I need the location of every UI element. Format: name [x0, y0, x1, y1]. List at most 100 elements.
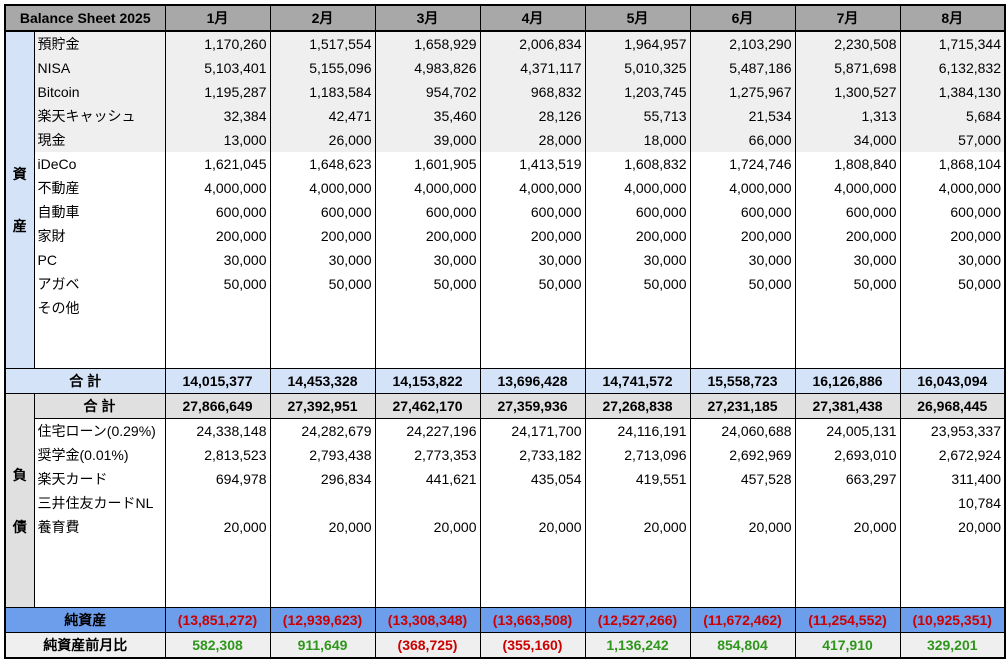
value-cell[interactable] — [899, 296, 1006, 320]
value-cell[interactable] — [689, 320, 796, 369]
value-cell[interactable]: 30,000 — [479, 248, 586, 272]
value-cell[interactable] — [269, 296, 376, 320]
value-cell[interactable]: 20,000 — [899, 515, 1006, 539]
value-cell[interactable]: 50,000 — [164, 272, 271, 296]
value-cell[interactable]: 28,000 — [479, 128, 586, 152]
value-cell[interactable]: 24,060,688 — [689, 418, 796, 443]
value-cell[interactable]: 4,000,000 — [689, 176, 796, 200]
value-cell[interactable]: 1,868,104 — [899, 152, 1006, 176]
value-cell[interactable]: 1,608,832 — [584, 152, 691, 176]
value-cell[interactable]: 5,684 — [899, 104, 1006, 128]
value-cell[interactable]: 694,978 — [164, 467, 271, 491]
value-cell[interactable]: 1,621,045 — [164, 152, 271, 176]
value-cell[interactable]: 24,282,679 — [269, 418, 376, 443]
value-cell[interactable]: 2,103,290 — [689, 31, 796, 56]
value-cell[interactable] — [164, 320, 271, 369]
month-header[interactable]: 4月 — [479, 5, 586, 32]
value-cell[interactable]: 24,171,700 — [479, 418, 586, 443]
value-cell[interactable]: 1,313 — [794, 104, 901, 128]
value-cell[interactable] — [794, 491, 901, 515]
value-cell[interactable]: 296,834 — [269, 467, 376, 491]
value-cell[interactable]: 50,000 — [479, 272, 586, 296]
value-cell[interactable]: 600,000 — [164, 200, 271, 224]
value-cell[interactable]: 1,195,287 — [164, 80, 271, 104]
value-cell[interactable]: 4,371,117 — [479, 56, 586, 80]
value-cell[interactable]: 2,692,969 — [689, 443, 796, 467]
value-cell[interactable]: 200,000 — [374, 224, 481, 248]
value-cell[interactable]: 4,000,000 — [164, 176, 271, 200]
value-cell[interactable]: 1,964,957 — [584, 31, 691, 56]
value-cell[interactable]: 20,000 — [479, 515, 586, 539]
value-cell[interactable] — [164, 491, 271, 515]
value-cell[interactable]: 24,116,191 — [584, 418, 691, 443]
value-cell[interactable]: 10,784 — [899, 491, 1006, 515]
value-cell[interactable]: 435,054 — [479, 467, 586, 491]
value-cell[interactable]: 6,132,832 — [899, 56, 1006, 80]
value-cell[interactable]: 1,724,746 — [689, 152, 796, 176]
value-cell[interactable]: 42,471 — [269, 104, 376, 128]
value-cell[interactable] — [689, 539, 796, 608]
value-cell[interactable]: 30,000 — [794, 248, 901, 272]
value-cell[interactable]: 4,000,000 — [479, 176, 586, 200]
value-cell[interactable] — [794, 296, 901, 320]
value-cell[interactable]: 21,534 — [689, 104, 796, 128]
value-cell[interactable]: 200,000 — [689, 224, 796, 248]
value-cell[interactable] — [269, 491, 376, 515]
value-cell[interactable]: 2,693,010 — [794, 443, 901, 467]
value-cell[interactable] — [584, 296, 691, 320]
value-cell[interactable]: 200,000 — [269, 224, 376, 248]
value-cell[interactable]: 200,000 — [584, 224, 691, 248]
month-header[interactable]: 2月 — [269, 5, 376, 32]
value-cell[interactable]: 1,601,905 — [374, 152, 481, 176]
value-cell[interactable]: 2,813,523 — [164, 443, 271, 467]
value-cell[interactable] — [584, 539, 691, 608]
value-cell[interactable]: 600,000 — [479, 200, 586, 224]
value-cell[interactable]: 30,000 — [899, 248, 1006, 272]
value-cell[interactable]: 1,648,623 — [269, 152, 376, 176]
value-cell[interactable] — [374, 296, 481, 320]
value-cell[interactable]: 663,297 — [794, 467, 901, 491]
value-cell[interactable]: 200,000 — [899, 224, 1006, 248]
value-cell[interactable]: 20,000 — [164, 515, 271, 539]
value-cell[interactable]: 600,000 — [689, 200, 796, 224]
value-cell[interactable] — [374, 320, 481, 369]
value-cell[interactable] — [164, 539, 271, 608]
value-cell[interactable]: 4,000,000 — [584, 176, 691, 200]
month-header[interactable]: 5月 — [584, 5, 691, 32]
value-cell[interactable]: 1,808,840 — [794, 152, 901, 176]
value-cell[interactable]: 26,000 — [269, 128, 376, 152]
value-cell[interactable]: 30,000 — [269, 248, 376, 272]
value-cell[interactable]: 2,006,834 — [479, 31, 586, 56]
value-cell[interactable]: 50,000 — [689, 272, 796, 296]
value-cell[interactable]: 50,000 — [794, 272, 901, 296]
value-cell[interactable]: 1,203,745 — [584, 80, 691, 104]
value-cell[interactable]: 968,832 — [479, 80, 586, 104]
value-cell[interactable]: 4,000,000 — [269, 176, 376, 200]
value-cell[interactable]: 20,000 — [794, 515, 901, 539]
value-cell[interactable] — [269, 539, 376, 608]
value-cell[interactable]: 35,460 — [374, 104, 481, 128]
value-cell[interactable]: 55,713 — [584, 104, 691, 128]
value-cell[interactable] — [164, 296, 271, 320]
value-cell[interactable]: 1,517,554 — [269, 31, 376, 56]
value-cell[interactable] — [479, 539, 586, 608]
value-cell[interactable]: 2,230,508 — [794, 31, 901, 56]
value-cell[interactable]: 24,338,148 — [164, 418, 271, 443]
value-cell[interactable]: 57,000 — [899, 128, 1006, 152]
value-cell[interactable]: 30,000 — [374, 248, 481, 272]
value-cell[interactable]: 441,621 — [374, 467, 481, 491]
value-cell[interactable]: 2,793,438 — [269, 443, 376, 467]
value-cell[interactable]: 600,000 — [584, 200, 691, 224]
value-cell[interactable]: 954,702 — [374, 80, 481, 104]
value-cell[interactable]: 4,000,000 — [794, 176, 901, 200]
value-cell[interactable] — [899, 539, 1006, 608]
value-cell[interactable]: 311,400 — [899, 467, 1006, 491]
value-cell[interactable]: 24,005,131 — [794, 418, 901, 443]
value-cell[interactable] — [269, 320, 376, 369]
value-cell[interactable]: 4,000,000 — [374, 176, 481, 200]
value-cell[interactable]: 600,000 — [794, 200, 901, 224]
value-cell[interactable]: 5,487,186 — [689, 56, 796, 80]
value-cell[interactable] — [794, 539, 901, 608]
month-header[interactable]: 7月 — [794, 5, 901, 32]
month-header[interactable]: 8月 — [899, 5, 1006, 32]
